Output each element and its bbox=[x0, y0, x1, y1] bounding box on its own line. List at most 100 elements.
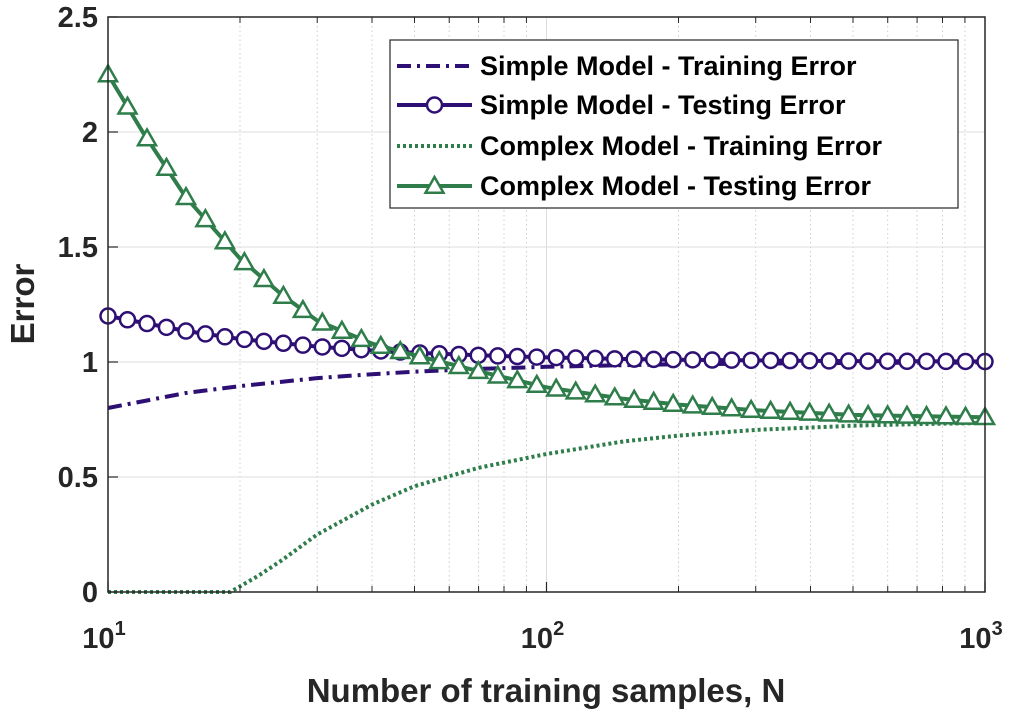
y-tick-label: 2.5 bbox=[58, 2, 98, 34]
data-point bbox=[506, 368, 529, 389]
x-tick-label: 103 bbox=[959, 618, 1002, 655]
data-point bbox=[759, 399, 782, 420]
legend-marker bbox=[425, 96, 444, 114]
data-point bbox=[545, 377, 568, 397]
data-point bbox=[408, 344, 431, 365]
y-tick-label: 2 bbox=[82, 117, 98, 149]
series-layer bbox=[96, 62, 997, 594]
data-point bbox=[584, 383, 607, 403]
data-point bbox=[135, 126, 159, 147]
data-point bbox=[895, 404, 919, 424]
data-point bbox=[255, 332, 273, 351]
data-point bbox=[528, 348, 546, 366]
data-point bbox=[683, 351, 702, 369]
data-point bbox=[547, 348, 565, 367]
data-point bbox=[311, 311, 334, 331]
data-point bbox=[837, 403, 860, 423]
data-point bbox=[915, 404, 938, 425]
data-point bbox=[742, 351, 760, 370]
data-point bbox=[235, 330, 254, 349]
data-point bbox=[898, 352, 916, 371]
data-point bbox=[330, 319, 354, 339]
series-4 bbox=[96, 62, 997, 426]
data-point bbox=[664, 350, 682, 369]
data-point bbox=[155, 156, 178, 176]
data-point bbox=[605, 350, 624, 368]
data-point bbox=[313, 338, 332, 356]
data-point bbox=[839, 352, 858, 370]
data-point bbox=[720, 396, 743, 417]
data-point bbox=[350, 327, 373, 348]
data-point bbox=[722, 351, 741, 369]
data-point bbox=[876, 403, 899, 424]
data-point bbox=[194, 207, 217, 228]
series-line bbox=[108, 421, 986, 594]
data-point bbox=[761, 351, 780, 370]
data-point bbox=[917, 352, 936, 371]
data-point bbox=[603, 385, 626, 406]
data-point bbox=[937, 352, 955, 371]
data-point bbox=[291, 298, 315, 319]
data-point bbox=[739, 398, 763, 418]
data-point bbox=[233, 250, 256, 271]
data-point bbox=[681, 394, 704, 414]
data-point bbox=[489, 347, 507, 365]
data-point bbox=[820, 352, 838, 370]
data-point bbox=[486, 364, 509, 384]
data-point bbox=[177, 322, 195, 340]
data-point bbox=[174, 185, 198, 206]
axes: 101 102 103 0 0.5 1 1.5 2 2.5 bbox=[58, 2, 1003, 655]
x-axis-title: Number of training samples, N bbox=[307, 672, 786, 709]
legend-marker bbox=[423, 174, 446, 195]
data-point bbox=[956, 352, 975, 371]
data-point bbox=[703, 351, 721, 369]
legend-label: Complex Model - Training Error bbox=[480, 131, 883, 161]
legend-label: Simple Model - Training Error bbox=[480, 51, 857, 81]
data-point bbox=[118, 311, 137, 329]
data-point bbox=[294, 336, 312, 354]
data-point bbox=[642, 390, 665, 410]
x-tick-label: 101 bbox=[82, 618, 125, 655]
data-point bbox=[213, 229, 237, 250]
data-point bbox=[644, 350, 663, 369]
data-point bbox=[934, 404, 958, 425]
data-point bbox=[778, 400, 802, 420]
y-tick-label: 0.5 bbox=[58, 462, 98, 494]
legend: Simple Model - Training Error Simple Mode… bbox=[389, 39, 959, 209]
data-point bbox=[625, 350, 643, 368]
data-point bbox=[525, 373, 548, 393]
data-point bbox=[800, 352, 819, 370]
data-point bbox=[428, 349, 451, 370]
data-point bbox=[586, 349, 604, 368]
data-point bbox=[447, 354, 470, 375]
data-point bbox=[564, 380, 587, 400]
data-point bbox=[859, 352, 877, 370]
data-point bbox=[878, 352, 897, 370]
data-point bbox=[138, 314, 156, 333]
series-3 bbox=[108, 421, 986, 594]
data-point bbox=[817, 402, 841, 422]
data-point bbox=[196, 325, 215, 343]
legend-label: Simple Model - Testing Error bbox=[480, 90, 846, 120]
y-axis-title: Error bbox=[4, 263, 41, 344]
data-point bbox=[157, 318, 176, 337]
y-tick-label: 0 bbox=[82, 577, 98, 609]
data-point bbox=[781, 351, 799, 370]
data-point bbox=[116, 95, 139, 115]
data-point bbox=[662, 392, 685, 412]
data-point bbox=[467, 359, 490, 380]
y-tick-label: 1 bbox=[82, 347, 98, 379]
data-point bbox=[508, 347, 527, 366]
data-point bbox=[954, 405, 977, 425]
data-point bbox=[272, 284, 295, 304]
data-point bbox=[701, 395, 724, 416]
legend-box bbox=[389, 39, 959, 209]
data-point bbox=[856, 403, 880, 424]
data-point bbox=[389, 339, 412, 360]
legend-label: Complex Model - Testing Error bbox=[480, 171, 872, 201]
data-point bbox=[566, 349, 585, 367]
series-2 bbox=[99, 307, 994, 371]
data-point bbox=[274, 334, 293, 353]
data-point bbox=[798, 401, 821, 421]
